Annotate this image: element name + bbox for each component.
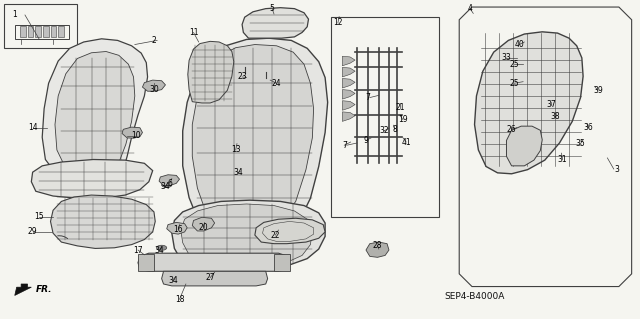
Polygon shape <box>342 112 355 122</box>
Text: 3: 3 <box>614 165 620 174</box>
Text: 31: 31 <box>558 155 568 164</box>
Text: FR.: FR. <box>36 285 52 293</box>
Polygon shape <box>342 101 355 110</box>
Text: 7: 7 <box>342 141 347 150</box>
Text: 10: 10 <box>131 131 141 140</box>
Text: 12: 12 <box>333 19 342 27</box>
Circle shape <box>509 125 524 133</box>
Text: 20: 20 <box>199 223 209 232</box>
Text: 1: 1 <box>12 11 17 19</box>
Text: 19: 19 <box>398 115 408 124</box>
Text: 28: 28 <box>372 241 382 250</box>
Text: SEP4-B4000A: SEP4-B4000A <box>444 292 505 301</box>
Polygon shape <box>242 8 308 38</box>
Text: 5: 5 <box>269 4 275 13</box>
Polygon shape <box>143 80 166 91</box>
Text: 36: 36 <box>583 123 593 132</box>
Polygon shape <box>42 39 148 179</box>
Text: 39: 39 <box>593 86 603 95</box>
Bar <box>332 17 439 217</box>
Text: 15: 15 <box>34 212 44 221</box>
Text: 25: 25 <box>509 60 519 69</box>
Text: 6: 6 <box>168 179 172 188</box>
Polygon shape <box>55 51 135 174</box>
Text: 25: 25 <box>509 79 519 88</box>
Text: 24: 24 <box>272 79 282 88</box>
Polygon shape <box>255 218 325 244</box>
Polygon shape <box>342 90 355 99</box>
Text: 17: 17 <box>133 246 143 255</box>
Polygon shape <box>366 242 389 257</box>
Polygon shape <box>342 56 355 66</box>
Polygon shape <box>180 204 312 264</box>
Text: 26: 26 <box>507 125 516 134</box>
Polygon shape <box>138 253 289 271</box>
Text: 29: 29 <box>28 227 37 236</box>
Text: 21: 21 <box>395 103 404 112</box>
Polygon shape <box>188 41 234 103</box>
Bar <box>35 26 41 37</box>
Polygon shape <box>474 32 583 174</box>
Circle shape <box>162 182 172 188</box>
Polygon shape <box>172 200 325 267</box>
Polygon shape <box>342 67 355 77</box>
Text: 38: 38 <box>550 112 560 121</box>
Text: 23: 23 <box>237 72 247 81</box>
Text: 22: 22 <box>271 231 280 240</box>
Circle shape <box>516 60 532 68</box>
Circle shape <box>157 245 167 250</box>
Text: 7: 7 <box>365 93 371 102</box>
Text: 4: 4 <box>468 4 472 13</box>
Polygon shape <box>51 195 156 249</box>
Polygon shape <box>182 38 328 228</box>
Polygon shape <box>15 284 31 295</box>
Text: 13: 13 <box>231 145 241 154</box>
Text: 37: 37 <box>547 100 556 109</box>
Polygon shape <box>31 160 153 198</box>
Text: 18: 18 <box>175 295 184 304</box>
Polygon shape <box>122 127 143 138</box>
Polygon shape <box>506 126 542 166</box>
Text: 2: 2 <box>152 36 156 45</box>
Circle shape <box>515 78 531 85</box>
Circle shape <box>259 78 272 84</box>
Text: 8: 8 <box>392 125 397 134</box>
Bar <box>43 26 49 37</box>
Circle shape <box>235 168 245 173</box>
Text: 34: 34 <box>168 276 178 285</box>
Text: 33: 33 <box>502 53 511 62</box>
Polygon shape <box>162 271 268 286</box>
Text: 41: 41 <box>401 137 411 146</box>
Text: 27: 27 <box>205 273 215 282</box>
Bar <box>51 26 56 37</box>
Bar <box>4 4 77 48</box>
Polygon shape <box>192 45 314 226</box>
Text: 34: 34 <box>154 246 164 255</box>
Bar <box>58 26 64 37</box>
Text: 16: 16 <box>173 225 183 234</box>
Bar <box>20 26 26 37</box>
Bar <box>138 254 154 271</box>
Text: 32: 32 <box>379 126 388 135</box>
Polygon shape <box>192 217 214 231</box>
Text: 11: 11 <box>189 28 198 37</box>
Text: 14: 14 <box>28 123 37 132</box>
Bar <box>274 254 290 271</box>
Text: 9: 9 <box>364 136 369 145</box>
Circle shape <box>170 275 179 280</box>
Polygon shape <box>342 78 355 88</box>
Polygon shape <box>167 222 187 234</box>
Text: 34: 34 <box>161 182 170 191</box>
Bar <box>15 25 69 39</box>
Text: 34: 34 <box>234 168 243 177</box>
Polygon shape <box>159 175 179 186</box>
Bar <box>28 26 33 37</box>
Text: 40: 40 <box>515 40 524 49</box>
Text: 30: 30 <box>149 85 159 94</box>
Text: 35: 35 <box>575 139 586 148</box>
Circle shape <box>238 73 251 79</box>
